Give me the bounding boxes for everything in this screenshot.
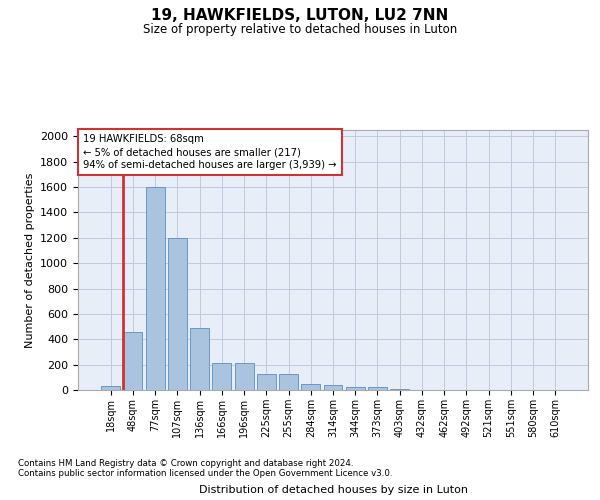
Text: 19, HAWKFIELDS, LUTON, LU2 7NN: 19, HAWKFIELDS, LUTON, LU2 7NN — [151, 8, 449, 22]
Bar — [235, 364, 254, 390]
Bar — [101, 386, 120, 390]
Bar — [257, 374, 276, 390]
Text: Distribution of detached houses by size in Luton: Distribution of detached houses by size … — [199, 485, 467, 495]
Bar — [346, 387, 365, 390]
Bar — [368, 388, 387, 390]
Y-axis label: Number of detached properties: Number of detached properties — [25, 172, 35, 348]
Bar — [168, 238, 187, 390]
Bar — [190, 328, 209, 390]
Text: Size of property relative to detached houses in Luton: Size of property relative to detached ho… — [143, 22, 457, 36]
Bar — [390, 388, 409, 390]
Bar — [301, 384, 320, 390]
Text: Contains HM Land Registry data © Crown copyright and database right 2024.: Contains HM Land Registry data © Crown c… — [18, 458, 353, 468]
Bar — [124, 332, 142, 390]
Bar — [212, 364, 231, 390]
Bar — [279, 374, 298, 390]
Bar — [323, 385, 343, 390]
Text: Contains public sector information licensed under the Open Government Licence v3: Contains public sector information licen… — [18, 468, 392, 477]
Bar — [146, 187, 164, 390]
Text: 19 HAWKFIELDS: 68sqm
← 5% of detached houses are smaller (217)
94% of semi-detac: 19 HAWKFIELDS: 68sqm ← 5% of detached ho… — [83, 134, 337, 170]
